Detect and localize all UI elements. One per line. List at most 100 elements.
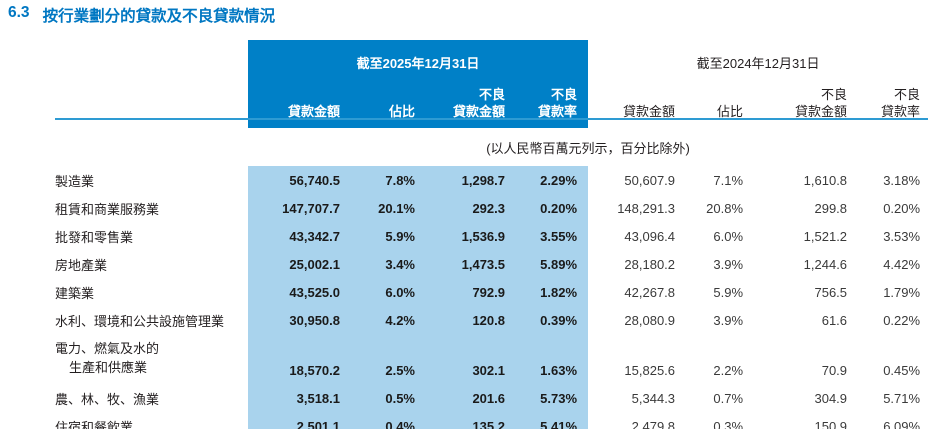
cell-loan-amount-2025: 147,707.7 [248,194,340,222]
group-header-2024: 截至2024年12月31日 [696,56,820,71]
cell-loan-amount-2024: 2,479.8 [631,418,676,429]
table-container: 截至2025年12月31日 截至2024年12月31日 貸款金額 佔比 不良 貸款金額… [0,40,928,429]
cell-loan-amount-2025: 25,002.1 [248,250,340,278]
column-header-row: 貸款金額 佔比 不良 貸款金額 不良 貸款率 貸款金額 佔比 不良 貸款金額 不良 貸款率 [0,75,928,128]
cell-share-2025: 2.5% [340,334,415,384]
row-label: 房地產業 [55,257,108,273]
table-row: 農、林、牧、漁業 3,518.1 0.5% 201.6 5.73% 5,344.3 0.7%… [0,384,928,412]
cell-npl-amount-2024: 1,521.2 [803,228,848,244]
cell-share-2024: 0.3% [713,418,744,429]
cell-npl-amount-2024: 304.9 [814,390,848,406]
cell-loan-amount-2024: 28,180.2 [624,256,676,272]
table-row: 電力、燃氣及水的 生產和供應業 18,570.2 2.5% 302.1 1.63% 15,8… [0,334,928,384]
cell-npl-ratio-2024: 6.09% [883,418,921,429]
cell-share-2025: 20.1% [340,194,415,222]
cell-share-2024: 0.7% [713,390,744,406]
cell-share-2025: 3.4% [340,250,415,278]
cell-loan-amount-2025: 43,525.0 [248,278,340,306]
row-label: 農、林、牧、漁業 [55,391,160,407]
row-label: 批發和零售業 [55,229,134,245]
cell-npl-amount-2024: 61.6 [821,312,848,328]
cell-npl-amount-2024: 1,244.6 [803,256,848,272]
cell-npl-amount-2025: 302.1 [415,334,505,384]
label-column-header [0,40,248,75]
cell-share-2024: 2.2% [713,363,744,378]
note-spacer [0,128,248,166]
cell-npl-ratio-2025: 1.82% [505,278,589,306]
cell-npl-ratio-2024: 1.79% [883,284,921,300]
table-row: 製造業 56,740.5 7.8% 1,298.7 2.29% 50,607.9 7.1% 1… [0,166,928,194]
cell-share-2024: 3.9% [713,256,744,272]
cell-npl-ratio-2024: 3.18% [883,172,921,188]
cell-loan-amount-2024: 50,607.9 [624,172,676,188]
cell-npl-ratio-2025: 5.73% [505,384,589,412]
cell-npl-amount-2025: 292.3 [415,194,505,222]
column-header-npl-ratio-2024: 不良 貸款率 [881,86,921,120]
cell-npl-amount-2025: 1,298.7 [415,166,505,194]
cell-share-2024: 5.9% [713,284,744,300]
cell-loan-amount-2025: 18,570.2 [248,334,340,384]
cell-share-2025: 0.5% [340,384,415,412]
cell-npl-amount-2025: 120.8 [415,306,505,334]
cell-npl-ratio-2025: 5.41% [505,412,589,429]
row-label: 建築業 [55,285,95,301]
cell-loan-amount-2025: 3,518.1 [248,384,340,412]
section-title: 6.3 按行業劃分的貸款及不良貸款情況 [8,4,275,26]
cell-npl-amount-2024: 299.8 [814,200,848,216]
table-row: 建築業 43,525.0 6.0% 792.9 1.82% 42,267.8 5.9% 756… [0,278,928,306]
cell-npl-amount-2025: 1,536.9 [415,222,505,250]
cell-share-2025: 0.4% [340,412,415,429]
column-header-npl-ratio-2025: 不良 貸款率 [505,75,589,128]
cell-npl-ratio-2025: 3.55% [505,222,589,250]
cell-loan-amount-2024: 43,096.4 [624,228,676,244]
cell-npl-amount-2024: 756.5 [814,284,848,300]
section-title-text: 按行業劃分的貸款及不良貸款情況 [42,8,276,25]
cell-npl-ratio-2025: 0.39% [505,306,589,334]
column-header-loan-amount-2025: 貸款金額 [248,75,340,128]
table-row: 水利、環境和公共設施管理業 30,950.8 4.2% 120.8 0.39% 28,08… [0,306,928,334]
cell-npl-ratio-2024: 4.42% [883,256,921,272]
cell-loan-amount-2024: 28,080.9 [624,312,676,328]
cell-loan-amount-2025: 56,740.5 [248,166,340,194]
column-header-share-2025: 佔比 [340,75,415,128]
cell-npl-amount-2024: 70.9 [821,363,848,378]
cell-npl-ratio-2024: 0.45% [883,363,921,378]
cell-npl-ratio-2024: 0.20% [883,200,921,216]
column-header-npl-amount-2024: 不良 貸款金額 [795,86,848,120]
cell-share-2025: 6.0% [340,278,415,306]
table-row: 住宿和餐飲業 2,501.1 0.4% 135.2 5.41% 2,479.8 0.3% 15… [0,412,928,429]
column-header-loan-amount-2024: 貸款金額 [623,104,676,120]
cell-loan-amount-2024: 42,267.8 [624,284,676,300]
row-label-line2: 生產和供應業 [69,360,148,376]
cell-loan-amount-2025: 43,342.7 [248,222,340,250]
cell-share-2024: 6.0% [713,228,744,244]
units-note-row: (以人民幣百萬元列示，百分比除外) [0,128,928,166]
cell-npl-ratio-2024: 0.22% [883,312,921,328]
cell-loan-amount-2024: 148,291.3 [617,200,676,216]
group-header-2025: 截至2025年12月31日 [248,40,589,75]
cell-npl-ratio-2024: 5.71% [883,390,921,406]
cell-share-2024: 7.1% [713,172,744,188]
row-label: 住宿和餐飲業 [55,419,134,429]
label-column-subheader [0,75,248,128]
table-row: 批發和零售業 43,342.7 5.9% 1,536.9 3.55% 43,096.4 6.… [0,222,928,250]
cell-npl-amount-2025: 792.9 [415,278,505,306]
cell-npl-amount-2024: 1,610.8 [803,172,848,188]
cell-npl-amount-2025: 135.2 [415,412,505,429]
cell-npl-ratio-2024: 3.53% [883,228,921,244]
cell-npl-amount-2025: 201.6 [415,384,505,412]
cell-share-2025: 4.2% [340,306,415,334]
table-row: 租賃和商業服務業 147,707.7 20.1% 292.3 0.20% 148,291.… [0,194,928,222]
row-label: 水利、環境和公共設施管理業 [55,313,225,329]
cell-share-2024: 3.9% [713,312,744,328]
cell-loan-amount-2024: 15,825.6 [624,363,676,378]
cell-npl-ratio-2025: 0.20% [505,194,589,222]
cell-npl-ratio-2025: 5.89% [505,250,589,278]
row-label: 電力、燃氣及水的 生產和供應業 [55,341,160,376]
row-label: 租賃和商業服務業 [55,201,160,217]
cell-loan-amount-2024: 5,344.3 [631,390,676,406]
cell-loan-amount-2025: 2,501.1 [248,412,340,429]
units-note: (以人民幣百萬元列示，百分比除外) [486,140,690,156]
cell-npl-ratio-2025: 2.29% [505,166,589,194]
